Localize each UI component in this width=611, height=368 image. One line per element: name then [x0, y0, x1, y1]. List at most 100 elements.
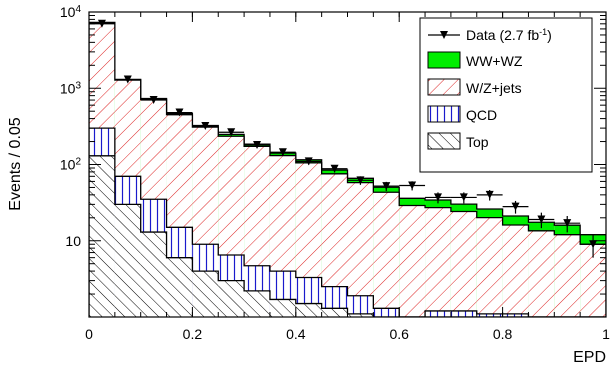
data-marker-icon	[97, 19, 106, 28]
legend: Data (2.7 fb-1) WW+WZ W/Z+jets QCD Top	[419, 17, 593, 173]
bin-bar	[321, 308, 348, 317]
bin-bg	[580, 317, 606, 322]
x-tick-label: 0.4	[286, 326, 306, 342]
legend-entry-data: Data (2.7 fb-1)	[428, 27, 552, 43]
x-tick-label: 1	[602, 326, 610, 342]
data-marker-icon	[278, 148, 287, 157]
data-point	[373, 181, 400, 192]
data-marker-icon	[304, 157, 313, 166]
bin-bar	[269, 299, 296, 317]
y-tick-label: 104	[60, 4, 82, 21]
legend-top-label: Top	[466, 134, 489, 150]
legend-top-swatch	[427, 132, 461, 150]
legend-qcd-swatch	[427, 105, 461, 123]
legend-data-marker-icon	[440, 31, 448, 39]
data-marker-icon	[356, 176, 365, 185]
axes: 0 0.2 0.4 0.6 0.8 1 10 102 103 104	[60, 4, 610, 343]
data-point	[321, 164, 348, 173]
bin-bar	[528, 317, 554, 322]
data-marker-icon	[459, 193, 468, 202]
y-tick-label: 10	[65, 233, 81, 249]
data-marker-icon	[511, 202, 520, 211]
legend-data-label: Data (2.7 fb-1)	[466, 27, 552, 43]
plot-area	[89, 19, 606, 322]
data-point	[192, 121, 219, 130]
legend-qcd-label: QCD	[466, 107, 497, 123]
bin-bar	[528, 317, 554, 322]
data-points	[89, 19, 606, 258]
series-top	[89, 155, 606, 322]
legend-wz-label: W/Z+jets	[466, 80, 522, 96]
x-axis-title: EPD	[573, 349, 606, 366]
bin-bg	[580, 317, 606, 322]
series-outline	[89, 127, 606, 317]
data-point	[528, 212, 555, 229]
bin-bg	[477, 317, 503, 322]
data-marker-icon	[537, 215, 546, 224]
data-marker-icon	[408, 181, 417, 190]
bin-bg	[451, 317, 477, 322]
bin-bar	[450, 310, 477, 317]
bin-bar	[399, 317, 425, 322]
bin-bar	[425, 310, 451, 317]
bin-bar	[244, 290, 270, 317]
legend-diboson-swatch	[427, 51, 461, 69]
bin-bar	[451, 317, 477, 322]
bin-bar	[502, 313, 529, 317]
bin-bg	[554, 317, 580, 322]
legend-diboson-label: WW+WZ	[466, 53, 523, 69]
x-tick-label: 0.6	[389, 326, 409, 342]
data-point	[476, 189, 503, 201]
bin-bar	[425, 317, 451, 322]
y-tick-label: 103	[60, 80, 82, 97]
series-outline	[89, 155, 606, 317]
histogram-stack	[89, 19, 606, 322]
data-marker-icon	[175, 108, 184, 117]
data-marker-icon	[227, 128, 236, 137]
x-tick-label: 0	[85, 326, 93, 342]
bin-bar	[192, 271, 219, 317]
bin-bar	[166, 257, 193, 317]
data-marker-icon	[563, 219, 572, 228]
data-point	[244, 141, 270, 150]
data-marker-icon	[253, 141, 262, 150]
y-axis-title: Events / 0.05	[7, 117, 24, 210]
bin-bar	[476, 217, 503, 317]
bin-bar	[347, 295, 374, 317]
legend-wz-swatch	[427, 78, 461, 96]
bin-bar	[580, 317, 606, 322]
data-point	[218, 128, 245, 137]
bin-bar	[140, 232, 167, 317]
bin-bar	[425, 207, 451, 317]
data-marker-icon	[485, 190, 494, 199]
data-marker-icon	[123, 75, 132, 84]
data-point	[166, 108, 193, 117]
bin-bar	[503, 317, 529, 322]
legend-entry-wz: W/Z+jets	[427, 78, 522, 96]
bin-bar	[114, 204, 141, 317]
bin-bar	[477, 317, 503, 322]
bin-bar	[373, 317, 399, 322]
bin-bar	[580, 317, 606, 322]
y-tick-label: 102	[60, 156, 82, 173]
bin-bg	[528, 317, 554, 322]
bin-bar	[399, 317, 425, 322]
bin-bar	[554, 317, 580, 322]
data-point	[347, 176, 374, 185]
data-point	[502, 200, 529, 214]
x-tick-label: 0.2	[183, 326, 203, 342]
bin-bg	[399, 317, 425, 322]
bin-bg	[554, 317, 580, 322]
data-point	[295, 157, 322, 166]
legend-entry-diboson: WW+WZ	[427, 51, 523, 69]
bin-bg	[425, 317, 451, 322]
bin-bar	[554, 317, 580, 322]
legend-entry-top: Top	[427, 132, 489, 150]
data-marker-icon	[201, 121, 210, 130]
bin-bg	[399, 317, 425, 322]
data-point	[450, 192, 477, 204]
bin-bg	[373, 317, 399, 322]
data-point	[114, 75, 141, 84]
bin-bar	[450, 211, 477, 317]
